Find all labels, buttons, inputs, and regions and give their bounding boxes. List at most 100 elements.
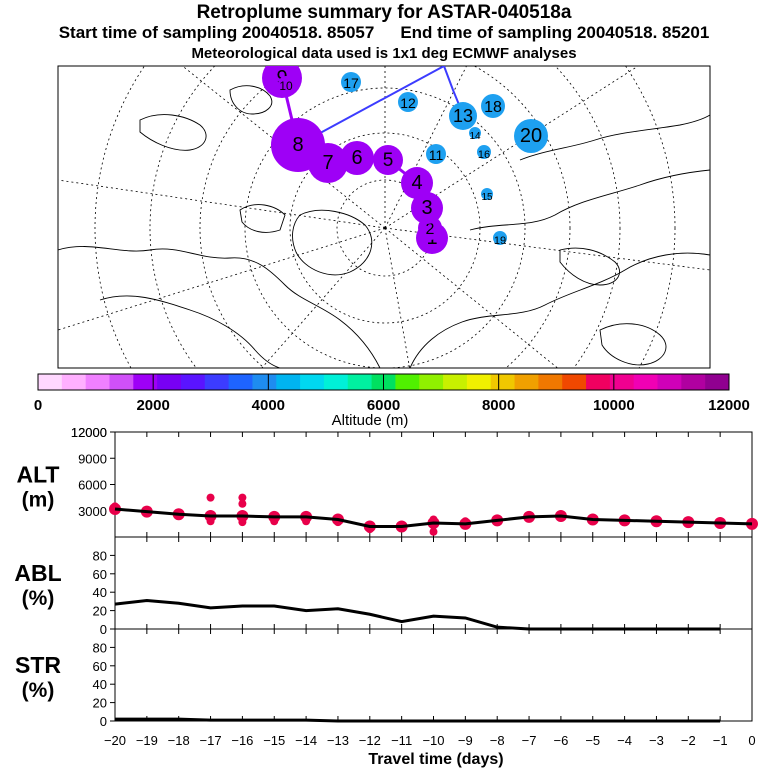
x-tick-label: −10 (422, 733, 444, 748)
plume-cluster (481, 94, 505, 118)
island-coast (239, 204, 286, 233)
y-tick-label: 80 (93, 548, 107, 563)
y-tick-label: 20 (93, 696, 107, 711)
series-line-str (115, 717, 721, 723)
panel-label-unit: (%) (22, 587, 55, 610)
plume-day-label: 13 (453, 106, 473, 126)
alt-spread-point (238, 499, 247, 508)
x-tick-label: −12 (359, 733, 381, 748)
meridian (261, 227, 386, 368)
y-tick-label: 0 (100, 714, 107, 729)
colorbar-tick-label: 2000 (136, 397, 169, 414)
colorbar-swatch (133, 374, 158, 390)
sampling-times: Start time of sampling 20040518. 85057 En… (0, 23, 768, 43)
y-tick-label: 12000 (71, 425, 107, 440)
series-line-abl (114, 598, 721, 631)
plume-cluster (401, 167, 433, 199)
panel-label: ABL (14, 560, 61, 586)
colorbar-swatch (109, 374, 134, 390)
plume-day-label: 17 (343, 75, 359, 91)
siberia-coast (469, 169, 710, 231)
plume-cluster (373, 145, 403, 175)
plume-cluster (449, 102, 477, 130)
y-tick-label: 0 (100, 622, 107, 637)
y-tick-label: 60 (93, 659, 107, 674)
arctic-coast (519, 114, 710, 161)
plume-cluster (477, 145, 491, 159)
colorbar-swatch (180, 374, 206, 390)
y-tick-label: 60 (93, 567, 107, 582)
end-time-label: End time of sampling 20040518. 85201 (400, 23, 710, 42)
panel-str: 0 20 40 60 80 STR(%) (15, 628, 753, 729)
lat-circle (244, 87, 526, 368)
x-tick-label: −9 (458, 733, 473, 748)
colorbar-swatch (466, 374, 492, 390)
colorbar-swatch (538, 374, 563, 390)
plume-day-label: 14 (469, 131, 481, 142)
plume-cluster (271, 118, 325, 172)
meridian (58, 227, 386, 331)
x-tick-label: −1 (713, 733, 728, 748)
meteo-subtitle: Meteorological data used is 1x1 deg ECMW… (191, 45, 577, 62)
plume-cluster (398, 92, 418, 112)
plume-cluster (469, 127, 481, 139)
lat-circle (199, 66, 571, 368)
sea-coast (559, 247, 620, 286)
meridian (58, 179, 386, 229)
y-tick-label: 6000 (78, 478, 107, 493)
y-tick-label: 40 (93, 677, 107, 692)
colorbar-swatch (300, 374, 325, 390)
plume-day-label: 19 (494, 235, 506, 247)
chart-title: Retroplume summary for ASTAR-040518a (196, 2, 572, 23)
x-tick-label: −13 (327, 733, 349, 748)
map-panel: 1234567891011121314151617181920 (57, 65, 711, 369)
colorbar-swatch (681, 374, 706, 390)
x-tick-label: −3 (649, 733, 664, 748)
plume-day-label: 15 (481, 192, 493, 203)
colorbar-swatch (85, 374, 110, 390)
panel-label: ALT (16, 462, 59, 488)
colorbar-swatch (252, 374, 277, 390)
colorbar-swatch (490, 374, 516, 390)
x-tick-label: −20 (104, 733, 126, 748)
plume-cluster (341, 72, 361, 92)
x-tick-label: −18 (168, 733, 190, 748)
y-tick-label: 12000 (71, 425, 107, 440)
x-tick-label: −6 (553, 733, 568, 748)
colorbar-swatch (276, 374, 301, 390)
meridian (384, 227, 411, 368)
plume-cluster (481, 188, 493, 200)
colorbar-tick-label: 8000 (482, 397, 515, 414)
meridian (181, 66, 386, 229)
colorbar-swatch (61, 374, 87, 390)
y-tick-label: 40 (93, 585, 107, 600)
meridians (58, 66, 710, 368)
retroplume-track: 1234567891011121314151617181920 (262, 66, 548, 254)
colorbar-xlabel: Altitude (m) (332, 412, 409, 429)
europe-coast (409, 252, 710, 368)
plume-track-high (297, 66, 463, 146)
plume-cluster (340, 141, 374, 175)
panel-label-unit: (%) (22, 679, 55, 702)
x-tick-label: −4 (617, 733, 632, 748)
plume-cluster (278, 76, 294, 92)
x-tick-label: −2 (681, 733, 696, 748)
y-tick-label: 20 (93, 604, 107, 619)
canada-island-coast (139, 114, 207, 151)
colorbar-swatch (586, 374, 611, 390)
x-tick-label: −15 (263, 733, 285, 748)
plume-day-label: 2 (426, 221, 435, 238)
greenland-coast (292, 209, 373, 276)
alt-spread-point (238, 493, 247, 502)
plume-day-label: 16 (478, 149, 490, 161)
colorbar-swatch (609, 374, 635, 390)
plume-cluster (426, 144, 446, 164)
plume-day-label: 10 (279, 79, 293, 93)
colorbar-swatch (419, 374, 444, 390)
plume-day-label: 8 (292, 134, 303, 156)
panel-abl: 0 20 40 60 80 ABL(%) (14, 536, 753, 637)
plume-day-label: 11 (429, 147, 444, 163)
lat-circle (94, 66, 676, 368)
colorbar-swatch (228, 374, 253, 390)
